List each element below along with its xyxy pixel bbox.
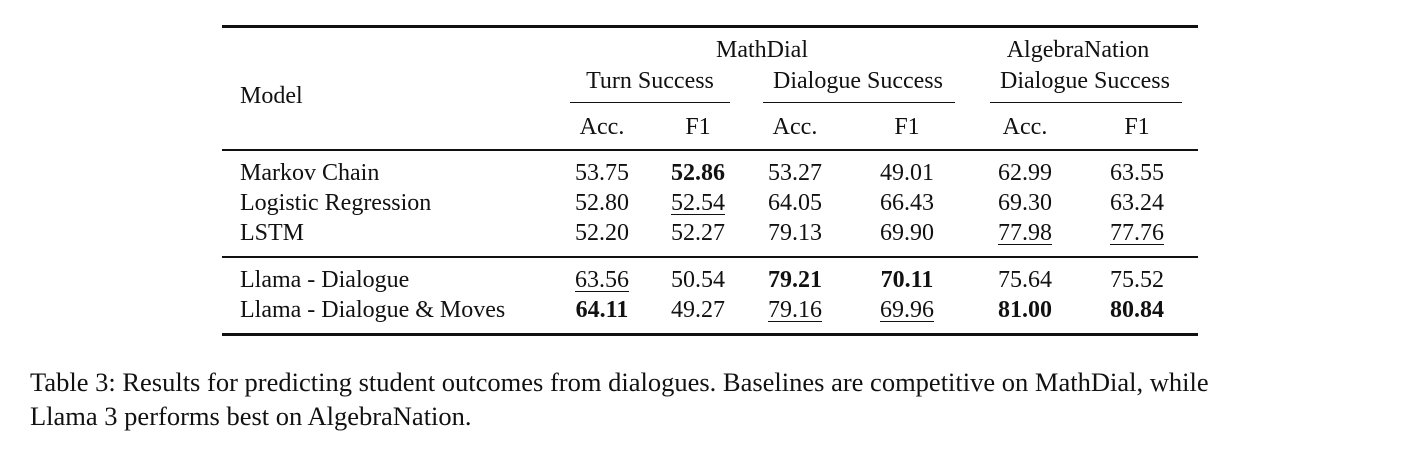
column-header: Acc.: [772, 114, 818, 140]
row-model: LSTM: [240, 220, 305, 246]
cell: 53.27: [768, 160, 822, 186]
column-header: F1: [1124, 114, 1150, 140]
cell: 80.84: [1110, 297, 1164, 323]
group-header: MathDial: [716, 37, 808, 63]
row-model: Logistic Regression: [240, 190, 432, 216]
cell: 79.13: [768, 220, 822, 246]
cell: 75.52: [1110, 267, 1164, 293]
column-header: Acc.: [579, 114, 625, 140]
row-model: Markov Chain: [240, 160, 380, 186]
cell: 50.54: [671, 267, 725, 293]
cell: 62.99: [998, 160, 1052, 186]
cell: 75.64: [998, 267, 1052, 293]
cell: 64.05: [768, 190, 822, 216]
column-header: F1: [685, 114, 711, 140]
subgroup-header: Turn Success: [586, 68, 714, 94]
column-header: F1: [894, 114, 920, 140]
header-model: Model: [240, 83, 303, 109]
column-header: Acc.: [1002, 114, 1048, 140]
rule: [763, 102, 955, 104]
caption: Llama 3 performs best on AlgebraNation.: [30, 400, 472, 431]
cell: 52.54: [671, 190, 725, 216]
rule: [990, 102, 1182, 104]
cell: 63.24: [1110, 190, 1164, 216]
cell: 49.27: [671, 297, 725, 323]
row-model: Llama - Dialogue & Moves: [240, 297, 506, 323]
group-header: AlgebraNation: [1006, 37, 1150, 63]
rule: [570, 102, 730, 104]
cell: 77.98: [998, 220, 1052, 246]
cell: 52.86: [671, 160, 725, 186]
subgroup-header: Dialogue Success: [773, 68, 943, 94]
cell: 69.30: [998, 190, 1052, 216]
cell: 49.01: [880, 160, 934, 186]
cell: 53.75: [575, 160, 629, 186]
cell: 81.00: [998, 297, 1052, 323]
caption: Table 3: Results for predicting student …: [30, 366, 1209, 397]
rule: [222, 149, 1198, 151]
cell: 64.11: [575, 297, 629, 323]
rule: [222, 333, 1198, 336]
cell: 52.20: [575, 220, 629, 246]
cell: 77.76: [1110, 220, 1164, 246]
cell: 79.16: [768, 297, 822, 323]
cell: 52.80: [575, 190, 629, 216]
row-model: Llama - Dialogue: [240, 267, 410, 293]
cell: 70.11: [880, 267, 934, 293]
cell: 79.21: [768, 267, 822, 293]
rule: [222, 256, 1198, 258]
cell: 66.43: [880, 190, 934, 216]
cell: 69.96: [880, 297, 934, 323]
rule: [222, 25, 1198, 28]
cell: 63.55: [1110, 160, 1164, 186]
cell: 69.90: [880, 220, 934, 246]
subgroup-header: Dialogue Success: [1000, 68, 1170, 94]
cell: 63.56: [575, 267, 629, 293]
cell: 52.27: [671, 220, 725, 246]
